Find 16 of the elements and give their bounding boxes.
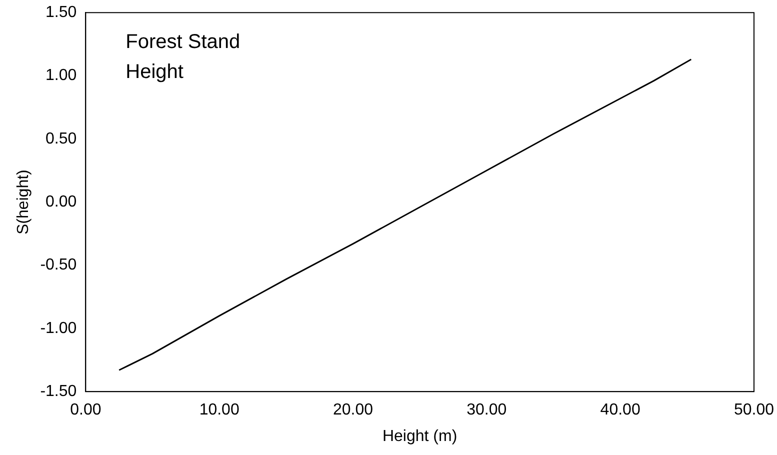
x-axis-title: Height (m) (382, 428, 458, 445)
x-tick-label: 10.00 (199, 402, 240, 419)
y-axis-title: S(height) (15, 170, 32, 235)
y-tick-label: -0.50 (40, 256, 77, 274)
y-tick-label: 0.00 (46, 194, 77, 211)
x-tick-label: 40.00 (600, 402, 640, 419)
y-tick-label: 1.00 (46, 67, 77, 84)
y-tick-label: 0.50 (46, 130, 77, 148)
annotation: Forest Stand Height (126, 31, 240, 84)
x-tick-label: 0.00 (70, 402, 102, 419)
x-tick-label: 30.00 (466, 402, 507, 419)
x-tick-label: 20.00 (332, 402, 374, 419)
y-tick-label: 1.50 (46, 4, 77, 22)
y-tick-label: -1.00 (40, 320, 77, 337)
x-tick-label: 50.00 (734, 402, 774, 419)
y-tick-label: -1.50 (40, 383, 77, 400)
